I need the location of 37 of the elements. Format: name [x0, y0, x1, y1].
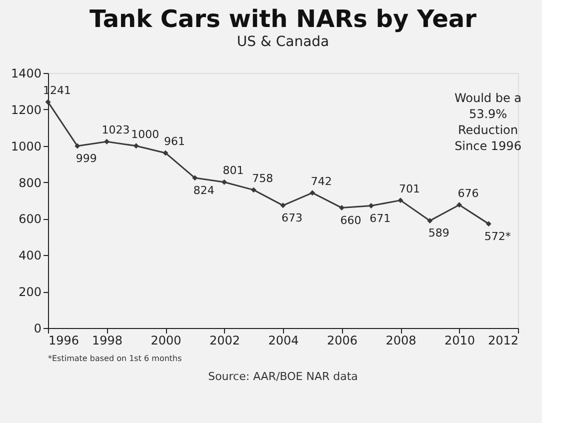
- data-label: 1023: [102, 124, 130, 137]
- chart-title: Tank Cars with NARs by Year: [90, 5, 477, 33]
- data-label: 801: [222, 164, 244, 178]
- x-tick-label: 2008: [386, 334, 416, 348]
- annotation: Would be a 53.9% Reduction Since 1996: [454, 91, 522, 153]
- data-label: 589: [428, 226, 450, 240]
- y-tick-label: 200: [18, 285, 42, 300]
- x-tick-label: 2000: [150, 334, 182, 348]
- x-tick-label: 2006: [326, 334, 358, 348]
- source-note: Source: AAR/BOE NAR data: [208, 370, 358, 383]
- x-tick-label: 2010: [444, 334, 476, 348]
- data-label: 1000: [131, 128, 160, 141]
- y-tick-label: 1200: [10, 102, 42, 117]
- y-tick-label: 600: [18, 212, 42, 226]
- y-tick-label: 1400: [10, 66, 42, 80]
- text: *Estimate based on 1st 6 months: [48, 354, 182, 363]
- x-tick-label: 2004: [268, 334, 299, 348]
- y-tick-label: 1000: [10, 139, 42, 154]
- y-tick-label: 800: [18, 176, 42, 190]
- x-tick-label: 1996: [48, 334, 80, 348]
- data-label: 660: [340, 214, 362, 227]
- data-label: 961: [164, 134, 185, 148]
- x-tick-label: 2012: [488, 334, 518, 348]
- data-label: 701: [399, 182, 420, 196]
- data-label: 742: [310, 174, 332, 188]
- data-label: 676: [458, 186, 479, 200]
- chart-subtitle: US & Canada: [236, 34, 330, 50]
- data-label: 673: [282, 211, 302, 224]
- data-label: 999: [76, 152, 97, 166]
- data-label: 671: [370, 212, 391, 225]
- y-tick-label: 0: [34, 322, 42, 336]
- x-tick-label: 1998: [92, 334, 123, 348]
- x-tick-label: 2002: [209, 334, 240, 348]
- data-label: 758: [252, 172, 274, 185]
- y-tick-label: 400: [18, 248, 42, 263]
- data-label: 824: [193, 184, 214, 197]
- data-label: 572*: [484, 230, 512, 243]
